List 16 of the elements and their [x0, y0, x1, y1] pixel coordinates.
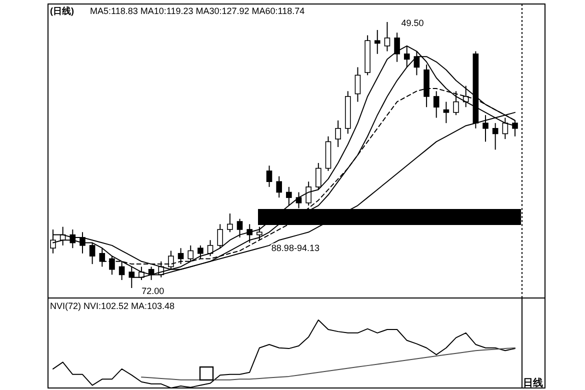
- annotation: 72.00: [142, 286, 164, 296]
- annotation: 88.98-94.13: [271, 242, 320, 253]
- candlestick: [384, 22, 390, 52]
- chart-subtitle: NVI(72) NVI:102.52 MA:103.48: [50, 301, 175, 311]
- chart-title: (日线): [50, 6, 74, 16]
- candlestick: [354, 66, 361, 102]
- candlestick: [443, 101, 450, 124]
- text: 日线: [523, 377, 543, 389]
- candlestick: [266, 165, 272, 188]
- chart-subtitle: MA5:118.83 MA10:119.23 MA30:127.92 MA60:118.74: [90, 6, 305, 16]
- annotation: 49.50: [401, 18, 424, 28]
- candlestick: [325, 136, 332, 172]
- candlestick: [492, 122, 498, 150]
- candlestick: [374, 29, 380, 54]
- candlestick: [335, 120, 341, 148]
- candlestick: [433, 90, 440, 118]
